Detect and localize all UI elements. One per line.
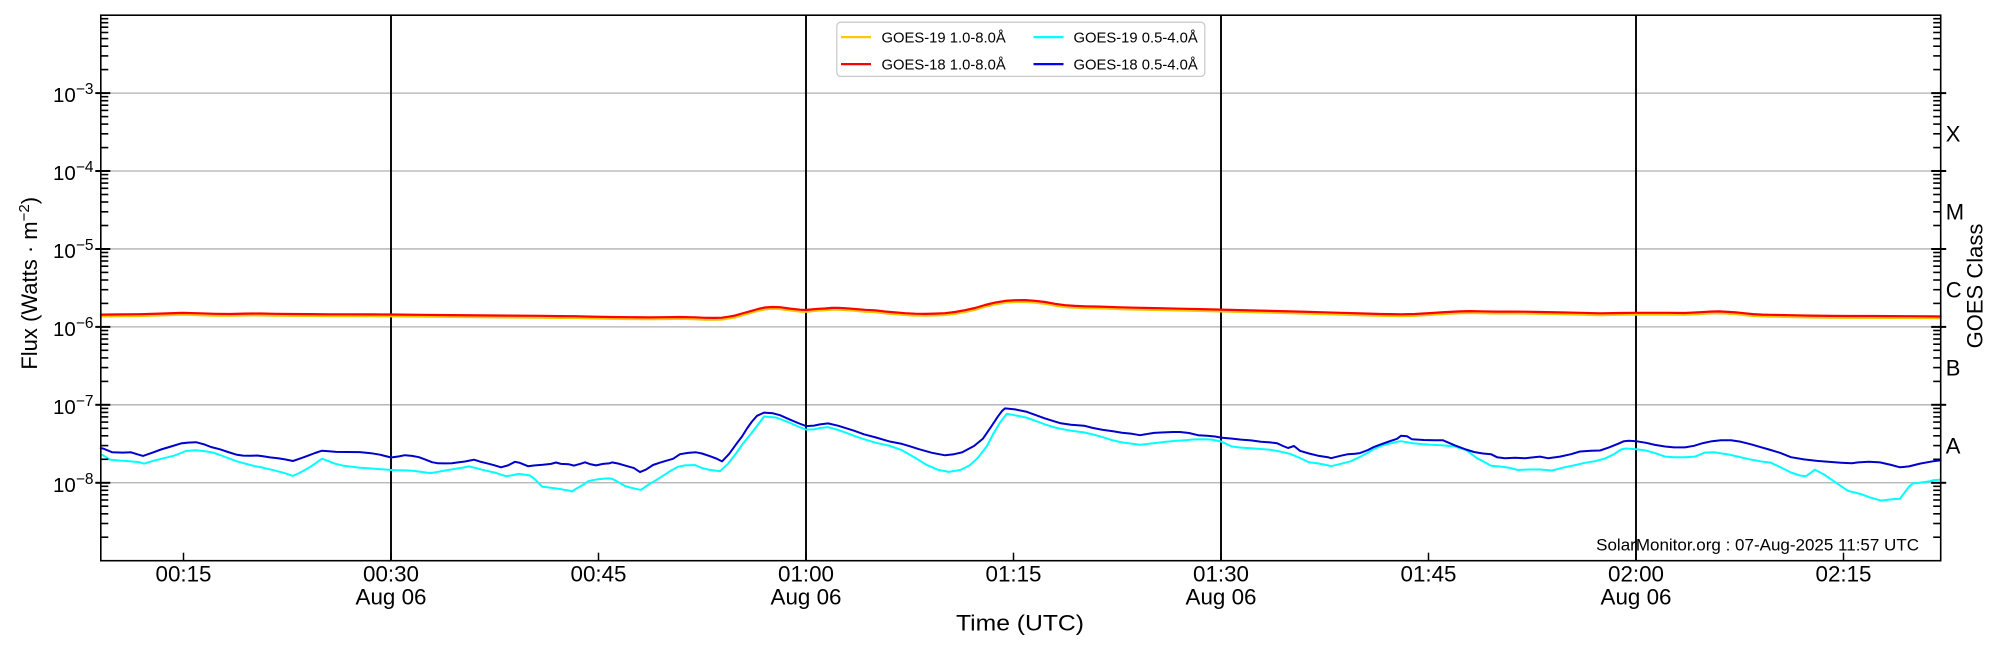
svg-text:GOES-19 0.5-4.0Å: GOES-19 0.5-4.0Å xyxy=(1074,29,1198,46)
svg-text:X: X xyxy=(1946,122,1961,147)
svg-text:GOES Class: GOES Class xyxy=(1963,224,1988,349)
svg-text:B: B xyxy=(1946,356,1961,381)
svg-text:00:45: 00:45 xyxy=(571,562,627,587)
svg-text:10−3: 10−3 xyxy=(53,81,94,107)
svg-text:GOES-18 1.0-8.0Å: GOES-18 1.0-8.0Å xyxy=(882,56,1006,73)
svg-text:SolarMonitor.org : 07-Aug-2025: SolarMonitor.org : 07-Aug-2025 11:57 UTC xyxy=(1596,536,1919,555)
svg-text:02:15: 02:15 xyxy=(1816,562,1872,587)
svg-text:01:00: 01:00 xyxy=(778,562,834,587)
svg-text:C: C xyxy=(1946,278,1962,303)
svg-text:Aug 06: Aug 06 xyxy=(1186,585,1257,610)
svg-text:GOES-18 0.5-4.0Å: GOES-18 0.5-4.0Å xyxy=(1074,56,1198,73)
svg-text:Aug 06: Aug 06 xyxy=(356,585,427,610)
svg-text:GOES-19 1.0-8.0Å: GOES-19 1.0-8.0Å xyxy=(882,29,1006,46)
svg-text:Aug 06: Aug 06 xyxy=(771,585,842,610)
svg-text:10−4: 10−4 xyxy=(53,159,94,185)
svg-text:Time (UTC): Time (UTC) xyxy=(956,611,1084,636)
svg-text:A: A xyxy=(1946,434,1961,459)
svg-text:00:30: 00:30 xyxy=(363,562,419,587)
svg-text:02:00: 02:00 xyxy=(1608,562,1664,587)
svg-text:10−6: 10−6 xyxy=(53,315,94,341)
svg-text:01:30: 01:30 xyxy=(1193,562,1249,587)
svg-text:00:15: 00:15 xyxy=(156,562,212,587)
svg-text:Aug 06: Aug 06 xyxy=(1601,585,1672,610)
svg-text:01:15: 01:15 xyxy=(986,562,1042,587)
svg-text:Flux (Watts · m−2): Flux (Watts · m−2) xyxy=(16,197,42,370)
svg-text:M: M xyxy=(1946,200,1964,225)
svg-text:01:45: 01:45 xyxy=(1401,562,1457,587)
